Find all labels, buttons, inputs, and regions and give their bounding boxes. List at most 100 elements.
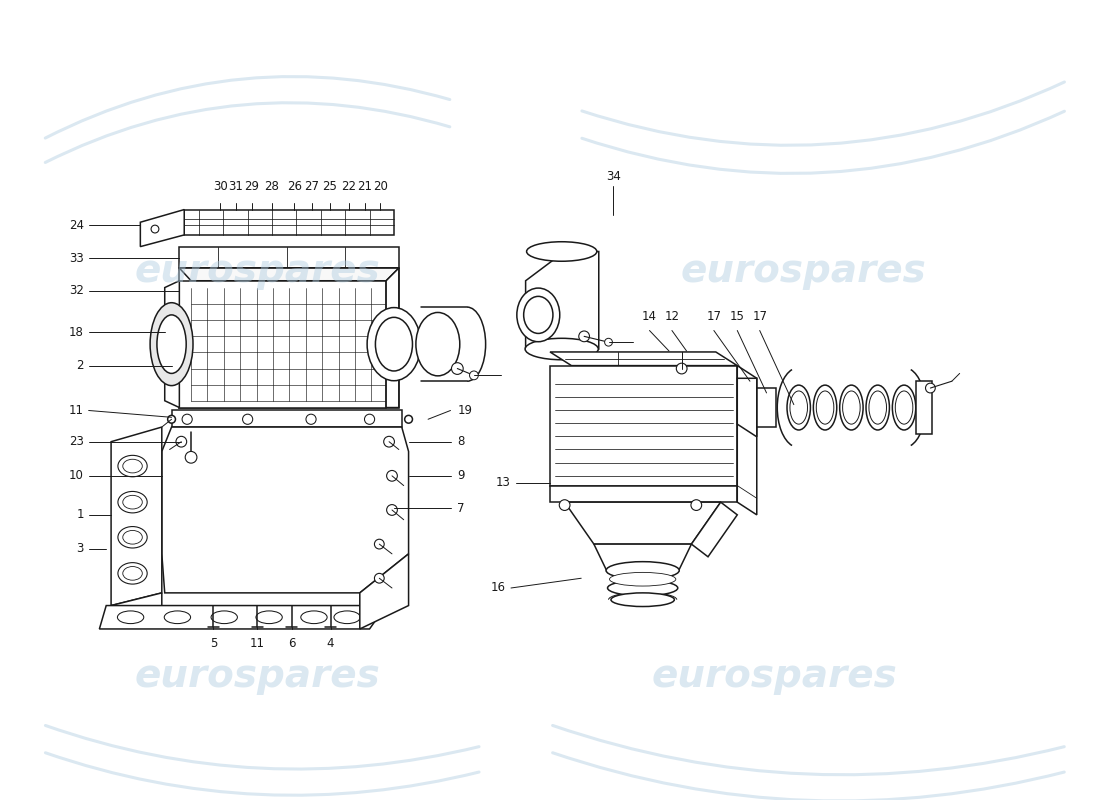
Text: 34: 34 [606, 170, 620, 183]
Text: 3: 3 [76, 542, 84, 555]
Ellipse shape [816, 391, 834, 424]
Text: 25: 25 [322, 180, 337, 193]
Polygon shape [594, 544, 692, 570]
Ellipse shape [118, 491, 147, 513]
Ellipse shape [118, 611, 144, 623]
Ellipse shape [118, 526, 147, 548]
Circle shape [176, 436, 187, 447]
Text: 18: 18 [69, 326, 84, 339]
Polygon shape [526, 251, 598, 349]
Text: eurospares: eurospares [681, 252, 926, 290]
Circle shape [605, 338, 613, 346]
Text: 10: 10 [69, 470, 84, 482]
Ellipse shape [839, 385, 864, 430]
Ellipse shape [118, 455, 147, 477]
Text: 6: 6 [288, 637, 295, 650]
Text: 27: 27 [305, 180, 319, 193]
Circle shape [470, 371, 478, 380]
Text: 12: 12 [664, 310, 680, 322]
Circle shape [691, 500, 702, 510]
Polygon shape [179, 281, 386, 407]
Circle shape [243, 414, 253, 424]
Ellipse shape [157, 315, 186, 374]
Text: 4: 4 [327, 637, 334, 650]
Circle shape [306, 414, 316, 424]
Text: 14: 14 [642, 310, 657, 322]
Circle shape [364, 414, 375, 424]
Text: eurospares: eurospares [134, 657, 381, 694]
Polygon shape [111, 427, 162, 606]
Circle shape [384, 436, 395, 447]
Polygon shape [550, 352, 737, 366]
Text: 7: 7 [458, 502, 465, 514]
Circle shape [185, 451, 197, 463]
Circle shape [559, 500, 570, 510]
Polygon shape [179, 268, 399, 281]
Ellipse shape [790, 391, 807, 424]
Polygon shape [165, 281, 179, 407]
Ellipse shape [150, 302, 192, 386]
Text: 17: 17 [752, 310, 767, 322]
Text: 11: 11 [69, 404, 84, 417]
Circle shape [579, 331, 590, 342]
Polygon shape [386, 268, 399, 407]
Ellipse shape [843, 391, 860, 424]
Polygon shape [179, 268, 399, 407]
Polygon shape [737, 366, 757, 515]
Circle shape [925, 383, 935, 393]
Text: 1: 1 [76, 508, 84, 522]
Text: 19: 19 [458, 404, 472, 417]
Ellipse shape [118, 562, 147, 584]
Text: 16: 16 [491, 582, 506, 594]
Text: 22: 22 [342, 180, 356, 193]
Polygon shape [692, 502, 737, 557]
Ellipse shape [300, 611, 327, 623]
Text: 17: 17 [706, 310, 722, 322]
Circle shape [151, 225, 158, 233]
Circle shape [405, 415, 412, 423]
Text: 23: 23 [69, 435, 84, 448]
Text: 28: 28 [265, 180, 279, 193]
Text: 24: 24 [69, 218, 84, 232]
Text: 8: 8 [458, 435, 464, 448]
Circle shape [451, 362, 463, 374]
Text: 5: 5 [210, 637, 217, 650]
Ellipse shape [123, 459, 142, 473]
Text: 13: 13 [496, 476, 512, 489]
Polygon shape [111, 593, 162, 622]
Ellipse shape [607, 580, 678, 596]
Ellipse shape [123, 495, 142, 509]
Ellipse shape [869, 391, 887, 424]
Text: 33: 33 [69, 252, 84, 265]
Circle shape [374, 574, 384, 583]
Ellipse shape [866, 385, 890, 430]
Text: 20: 20 [373, 180, 387, 193]
Polygon shape [757, 388, 777, 427]
Polygon shape [916, 382, 933, 434]
Ellipse shape [525, 338, 598, 360]
Ellipse shape [211, 611, 238, 623]
Ellipse shape [416, 313, 460, 376]
Text: 15: 15 [729, 310, 745, 322]
Polygon shape [162, 427, 408, 593]
Polygon shape [141, 210, 184, 246]
Ellipse shape [527, 242, 597, 262]
Ellipse shape [892, 385, 916, 430]
Ellipse shape [813, 385, 837, 430]
Polygon shape [550, 366, 737, 486]
Text: 31: 31 [229, 180, 243, 193]
Circle shape [167, 415, 176, 423]
Polygon shape [179, 246, 399, 268]
Polygon shape [360, 554, 408, 629]
Text: 30: 30 [213, 180, 228, 193]
Polygon shape [99, 606, 386, 629]
Text: 11: 11 [250, 637, 265, 650]
Text: eurospares: eurospares [134, 252, 381, 290]
Ellipse shape [123, 566, 142, 580]
Ellipse shape [524, 296, 553, 334]
Text: 26: 26 [287, 180, 303, 193]
Polygon shape [737, 378, 757, 437]
Text: eurospares: eurospares [651, 657, 898, 694]
Text: 2: 2 [76, 359, 84, 372]
Polygon shape [550, 486, 737, 502]
